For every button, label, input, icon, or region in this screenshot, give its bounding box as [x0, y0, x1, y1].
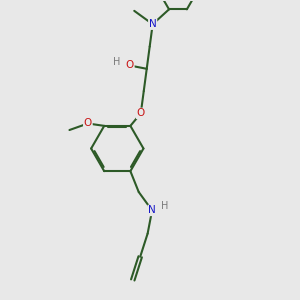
Text: O: O [84, 118, 92, 128]
Text: H: H [113, 57, 121, 67]
Text: N: N [148, 206, 156, 215]
Text: H: H [161, 201, 168, 211]
Text: N: N [149, 19, 157, 29]
Text: O: O [126, 60, 134, 70]
Text: O: O [137, 108, 145, 118]
